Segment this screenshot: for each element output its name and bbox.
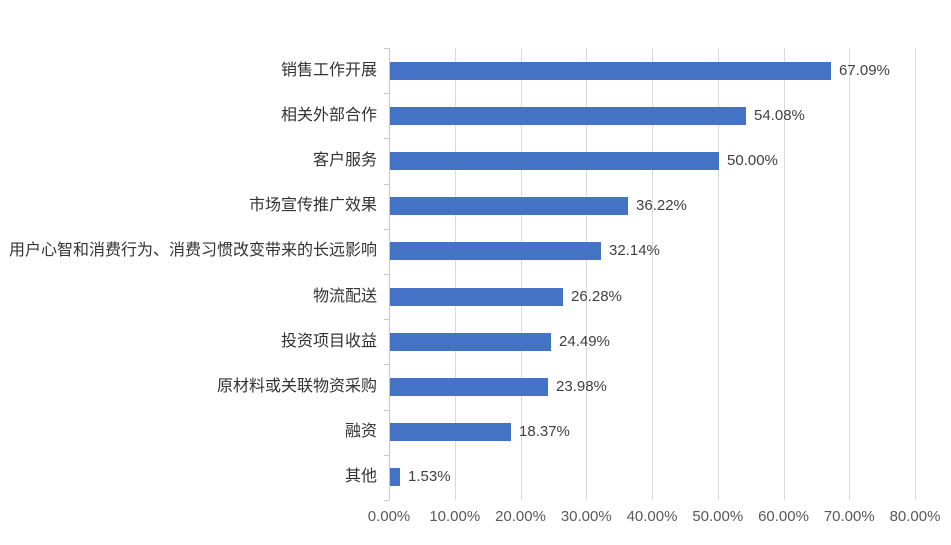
category-label: 融资 [344, 423, 377, 440]
gridline [849, 48, 851, 500]
x-tick-label: 20.00% [495, 508, 546, 525]
bar [390, 423, 511, 441]
x-tick-label: 0.00% [367, 508, 411, 525]
bar [390, 468, 400, 486]
bar-value-label: 32.14% [609, 242, 660, 259]
axis-tick [384, 229, 389, 230]
bar [390, 152, 719, 170]
axis-tick [384, 274, 389, 275]
gridline [454, 48, 456, 500]
category-axis-labels: 销售工作开展 相关外部合作客户服务市场宣传推广效果用户心智和消费行为、消费习惯改变… [0, 48, 377, 500]
x-tick-label: 10.00% [429, 508, 481, 525]
category-label: 投资项目收益 [280, 333, 377, 350]
category-label: 客户服务 [312, 152, 377, 169]
x-tick-label: 60.00% [758, 508, 809, 525]
bar [390, 288, 563, 306]
bar-value-label: 50.00% [727, 152, 778, 169]
x-tick-label: 70.00% [823, 508, 875, 525]
x-tick-label: 80.00% [889, 508, 941, 525]
bar [390, 62, 831, 80]
bar [390, 197, 628, 215]
axis-tick [384, 138, 389, 139]
bar [390, 107, 746, 125]
bar-value-label: 36.22% [636, 197, 687, 214]
bar-value-label: 67.09% [839, 62, 890, 79]
gridline [586, 48, 588, 500]
x-tick-label: 40.00% [626, 508, 678, 525]
bar-value-label: 24.49% [559, 333, 610, 350]
bar [390, 333, 551, 351]
category-axis-line [389, 48, 390, 500]
axis-tick [384, 455, 389, 456]
category-label: 用户心智和消费行为、消费习惯改变带来的长远影响 [8, 242, 377, 259]
category-label: 其他 [344, 468, 377, 485]
x-tick-label: 50.00% [692, 508, 744, 525]
x-tick-label: 30.00% [560, 508, 612, 525]
bar [390, 242, 601, 260]
gridline [717, 48, 719, 500]
axis-tick [384, 319, 389, 320]
axis-tick [384, 184, 389, 185]
category-label: 原材料或关联物资采购 [216, 378, 377, 395]
gridline [520, 48, 522, 500]
category-label: 市场宣传推广效果 [248, 197, 377, 214]
axis-tick [384, 48, 389, 49]
value-axis-labels: 0.00% 10.00% 20.00% 30.00% 40.00% 50.00% 60.00… [0, 508, 951, 532]
gridline [652, 48, 653, 500]
axis-tick [384, 93, 389, 94]
category-label: 销售工作开展 [280, 62, 377, 79]
bar-value-label: 26.28% [571, 288, 622, 305]
category-label: 相关外部合作 [280, 107, 377, 124]
axis-tick [384, 410, 389, 411]
bar-value-label: 1.53% [408, 468, 451, 485]
gridline [915, 48, 916, 500]
gridline [783, 48, 785, 500]
bar [390, 378, 548, 396]
bar-value-label: 23.98% [556, 378, 607, 395]
bar-value-label: 18.37% [519, 423, 570, 440]
category-label: 物流配送 [312, 288, 377, 305]
axis-tick [384, 500, 389, 501]
bar-value-label: 54.08% [754, 107, 805, 124]
plot-area: 67.09% 54.08% 50.00% 36.22% 32.14% 26.28% 24.4… [384, 48, 916, 501]
axis-tick [384, 364, 389, 365]
